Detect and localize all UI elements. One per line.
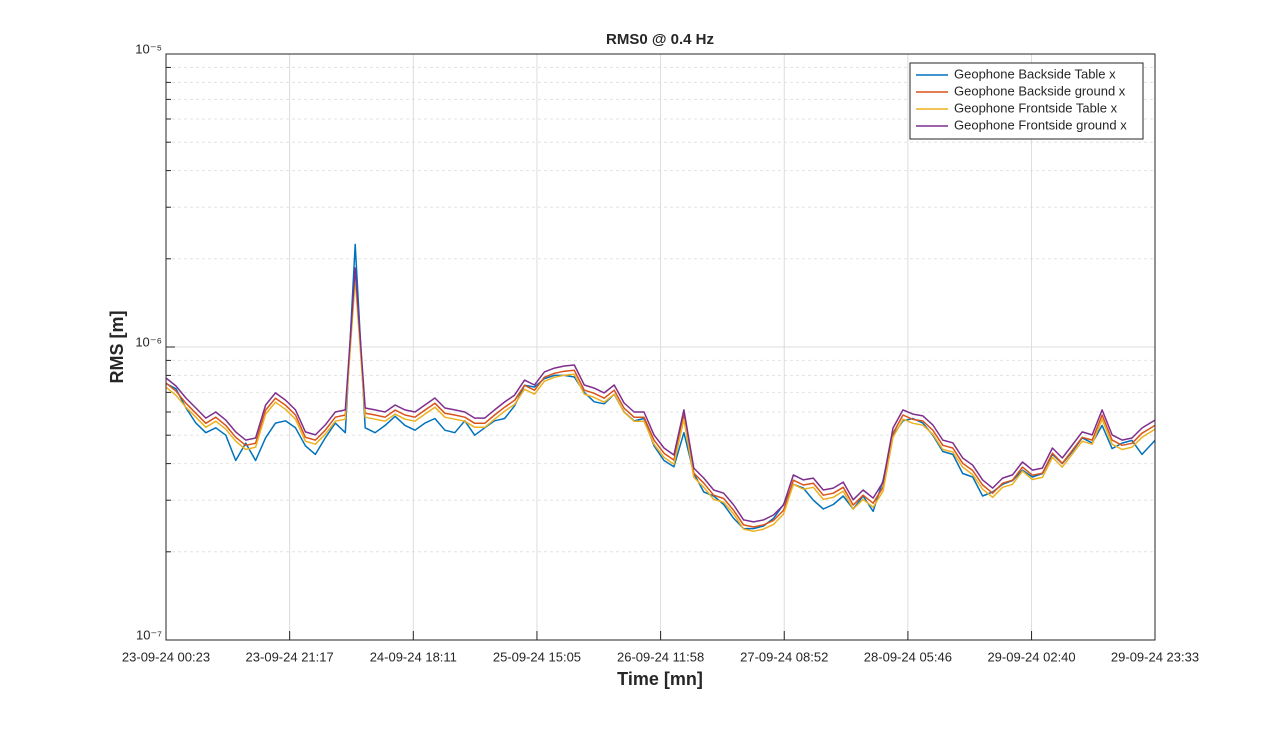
series-line bbox=[165, 275, 1156, 528]
plot-lines bbox=[165, 243, 1156, 533]
legend-label: Geophone Backside ground x bbox=[954, 83, 1126, 98]
x-tick-label: 29-09-24 23:33 bbox=[1111, 649, 1199, 664]
x-tick-label: 26-09-24 11:58 bbox=[617, 649, 704, 664]
x-tick-label: 29-09-24 02:40 bbox=[987, 649, 1075, 664]
series-line bbox=[165, 267, 1156, 523]
y-axis-label: RMS [m] bbox=[107, 311, 127, 384]
legend-label: Geophone Frontside Table x bbox=[954, 100, 1118, 115]
chart-title: RMS0 @ 0.4 Hz bbox=[606, 31, 714, 48]
series-line bbox=[165, 278, 1156, 533]
x-axis-label: Time [mn] bbox=[617, 669, 703, 689]
x-tick-label: 23-09-24 21:17 bbox=[246, 649, 334, 664]
y-tick-label: 10⁻⁶ bbox=[135, 334, 162, 349]
y-tick-label: 10⁻⁷ bbox=[136, 627, 162, 642]
x-tick-label: 28-09-24 05:46 bbox=[864, 649, 952, 664]
axes: 10⁻⁷ 10⁻⁶ 10⁻⁵ 23-09-24 00:23 23-09-24 21:17… bbox=[122, 41, 1199, 664]
x-tick-label: 25-09-24 15:05 bbox=[493, 649, 581, 664]
x-tick-label: 24-09-24 18:11 bbox=[370, 649, 457, 664]
legend-box bbox=[909, 62, 1144, 140]
x-tick-label: 23-09-24 00:23 bbox=[122, 649, 210, 664]
legend-label: Geophone Frontside ground x bbox=[954, 117, 1127, 132]
legend: Geophone Backside Table x Geophone Backsi… bbox=[909, 62, 1144, 140]
legend-label: Geophone Backside Table x bbox=[954, 66, 1116, 81]
y-tick-label: 10⁻⁵ bbox=[135, 41, 162, 56]
x-tick-label: 27-09-24 08:52 bbox=[740, 649, 828, 664]
axes-box bbox=[165, 53, 1156, 641]
